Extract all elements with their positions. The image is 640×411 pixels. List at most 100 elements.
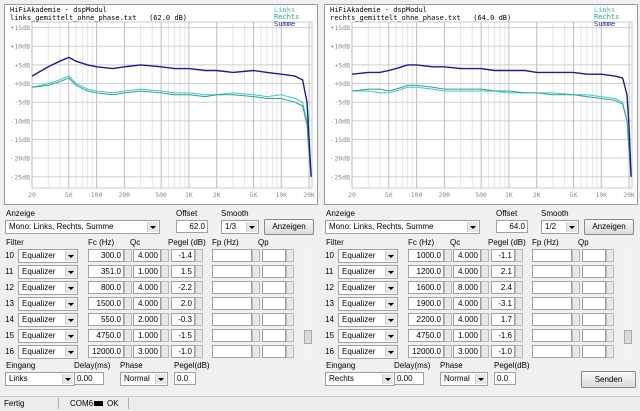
fc-input[interactable]: 1200.0 — [408, 265, 444, 278]
spinner[interactable] — [606, 297, 614, 310]
qc-input[interactable]: 4.000 — [133, 249, 161, 262]
pegel-input[interactable]: 2.1 — [491, 265, 515, 278]
spinner[interactable] — [286, 345, 294, 358]
fp-input[interactable] — [532, 329, 572, 342]
pegel-input[interactable]: -1.0 — [491, 345, 515, 358]
spinner[interactable] — [124, 313, 132, 326]
qc-input[interactable]: 1.000 — [133, 265, 161, 278]
fc-input[interactable]: 2200.0 — [408, 313, 444, 326]
fc-input[interactable]: 4750.0 — [408, 329, 444, 342]
fc-input[interactable]: 1600.0 — [408, 281, 444, 294]
spinner[interactable] — [161, 281, 169, 294]
fc-input[interactable]: 12000.0 — [88, 345, 124, 358]
qp-input[interactable] — [582, 249, 606, 262]
show-button[interactable]: Anzeigen — [264, 219, 314, 235]
spinner[interactable] — [252, 249, 260, 262]
spinner[interactable] — [252, 329, 260, 342]
spinner[interactable] — [572, 329, 580, 342]
spinner[interactable] — [286, 249, 294, 262]
spinner[interactable] — [515, 281, 523, 294]
spinner[interactable] — [252, 265, 260, 278]
qc-input[interactable]: 4.000 — [453, 249, 481, 262]
spinner[interactable] — [481, 281, 489, 294]
offset-input[interactable]: 62.0 — [176, 220, 208, 233]
spinner[interactable] — [606, 281, 614, 294]
qp-input[interactable] — [582, 297, 606, 310]
filter-type[interactable]: Equalizer — [338, 329, 398, 343]
spinner[interactable] — [286, 329, 294, 342]
spinner[interactable] — [124, 329, 132, 342]
fp-input[interactable] — [212, 297, 252, 310]
spinner[interactable] — [286, 313, 294, 326]
qc-input[interactable]: 8.000 — [453, 281, 481, 294]
spinner[interactable] — [606, 345, 614, 358]
spinner[interactable] — [444, 329, 452, 342]
fc-input[interactable]: 550.0 — [88, 313, 124, 326]
fc-input[interactable]: 4750.0 — [88, 329, 124, 342]
level-input[interactable]: 0.0 — [174, 372, 196, 385]
qp-input[interactable] — [262, 249, 286, 262]
spinner[interactable] — [161, 249, 169, 262]
fp-input[interactable] — [532, 313, 572, 326]
spinner[interactable] — [252, 281, 260, 294]
send-button[interactable]: Senden — [581, 371, 636, 388]
spinner[interactable] — [252, 297, 260, 310]
spinner[interactable] — [195, 281, 203, 294]
pegel-input[interactable]: -1.0 — [171, 345, 195, 358]
spinner[interactable] — [606, 249, 614, 262]
fc-input[interactable]: 300.0 — [88, 249, 124, 262]
pegel-input[interactable]: -0.3 — [171, 313, 195, 326]
qp-input[interactable] — [262, 345, 286, 358]
spinner[interactable] — [161, 313, 169, 326]
qc-input[interactable]: 4.000 — [453, 265, 481, 278]
qp-input[interactable] — [262, 281, 286, 294]
filter-type[interactable]: Equalizer — [18, 297, 78, 311]
spinner[interactable] — [195, 249, 203, 262]
filter-type[interactable]: Equalizer — [18, 249, 78, 263]
spinner[interactable] — [515, 329, 523, 342]
filter-type[interactable]: Equalizer — [18, 345, 78, 359]
spinner[interactable] — [161, 297, 169, 310]
spinner[interactable] — [481, 297, 489, 310]
spinner[interactable] — [286, 265, 294, 278]
filter-type[interactable]: Equalizer — [338, 297, 398, 311]
fp-input[interactable] — [212, 265, 252, 278]
spinner[interactable] — [515, 265, 523, 278]
spinner[interactable] — [124, 265, 132, 278]
fp-input[interactable] — [212, 281, 252, 294]
spinner[interactable] — [481, 313, 489, 326]
pegel-input[interactable]: -1.5 — [171, 329, 195, 342]
spinner[interactable] — [161, 345, 169, 358]
smooth-select[interactable]: 1/3 — [221, 220, 259, 234]
spinner[interactable] — [252, 313, 260, 326]
qc-input[interactable]: 1.000 — [133, 329, 161, 342]
spinner[interactable] — [286, 297, 294, 310]
spinner[interactable] — [444, 297, 452, 310]
fp-input[interactable] — [212, 249, 252, 262]
qp-input[interactable] — [262, 265, 286, 278]
input-select[interactable]: Rechts — [325, 372, 395, 386]
spinner[interactable] — [124, 345, 132, 358]
qp-input[interactable] — [262, 297, 286, 310]
spinner[interactable] — [515, 297, 523, 310]
phase-select[interactable]: Normal — [120, 372, 168, 386]
qp-input[interactable] — [582, 313, 606, 326]
filter-type[interactable]: Equalizer — [338, 281, 398, 295]
spinner[interactable] — [444, 265, 452, 278]
spinner[interactable] — [161, 329, 169, 342]
spinner[interactable] — [572, 281, 580, 294]
spinner[interactable] — [124, 281, 132, 294]
filter-type[interactable]: Equalizer — [18, 313, 78, 327]
spinner[interactable] — [124, 249, 132, 262]
fc-input[interactable]: 1000.0 — [408, 249, 444, 262]
fp-input[interactable] — [532, 345, 572, 358]
spinner[interactable] — [195, 265, 203, 278]
filter-type[interactable]: Equalizer — [18, 265, 78, 279]
pegel-input[interactable]: 2.0 — [171, 297, 195, 310]
spinner[interactable] — [572, 297, 580, 310]
fp-input[interactable] — [212, 313, 252, 326]
fp-input[interactable] — [212, 329, 252, 342]
spinner[interactable] — [481, 329, 489, 342]
qc-input[interactable]: 4.000 — [133, 281, 161, 294]
delay-input[interactable]: 0.00 — [394, 372, 424, 385]
